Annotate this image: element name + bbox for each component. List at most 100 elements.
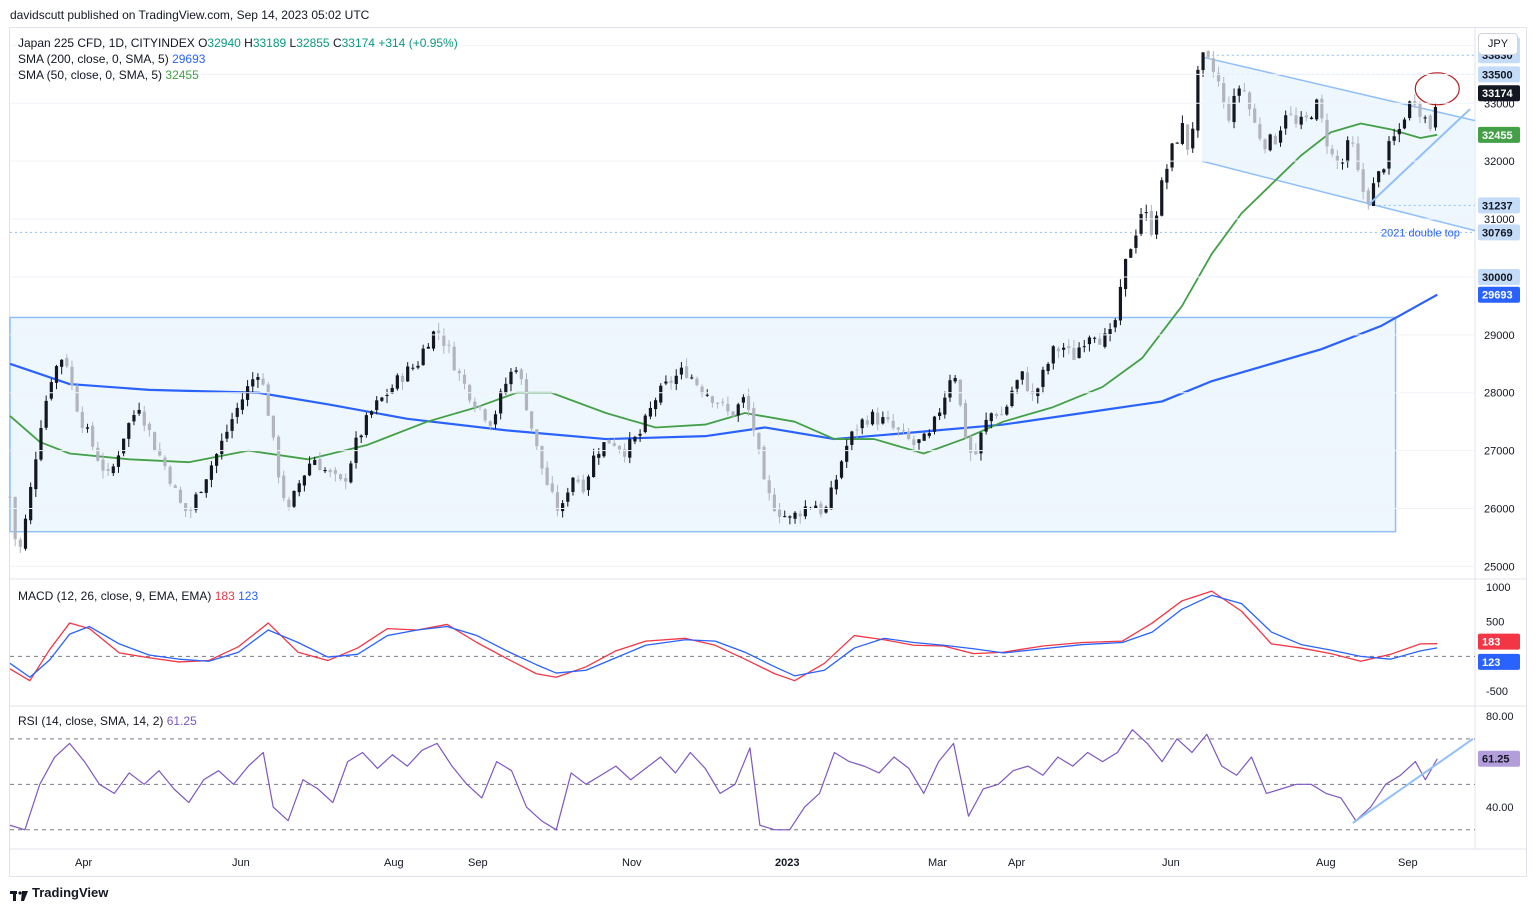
candle-body-211	[1098, 338, 1102, 345]
candle-body-63	[333, 470, 337, 474]
candle-body-253	[1315, 99, 1319, 120]
candle-body-138	[721, 401, 725, 403]
time-tick-6-Mar: Mar	[928, 857, 947, 869]
candle-body-154	[803, 506, 807, 517]
candle-body-151	[788, 516, 792, 518]
candle-body-32	[173, 485, 177, 488]
candle-body-26	[142, 411, 146, 426]
candle-body-271	[1408, 101, 1412, 119]
candle-body-193	[1005, 406, 1009, 415]
candle-body-263	[1366, 190, 1370, 205]
candle-body-120	[628, 439, 632, 458]
candle-body-59	[313, 459, 317, 465]
candle-body-73	[385, 395, 389, 397]
candle-body-31	[168, 466, 172, 484]
candle-body-13	[75, 386, 79, 412]
candle-body-92	[483, 409, 487, 421]
candle-body-178	[927, 433, 931, 436]
candle-body-274	[1423, 117, 1427, 119]
high-value: 33189	[252, 36, 287, 50]
candle-body-210	[1092, 337, 1097, 339]
candle-body-28	[153, 432, 157, 451]
candle-body-153	[798, 513, 802, 517]
candle-body-143	[746, 396, 751, 410]
currency-button[interactable]: JPY	[1478, 33, 1518, 55]
highlight-circle	[1414, 72, 1460, 106]
candle-body-43	[230, 419, 234, 431]
rsi-trendline	[1352, 738, 1474, 824]
candle-body-29	[158, 449, 162, 456]
candle-body-84	[442, 335, 446, 346]
candle-body-270	[1402, 119, 1407, 129]
candle-body-204	[1062, 347, 1066, 350]
candle-body-91	[478, 405, 482, 408]
macd-legend: MACD (12, 26, close, 9, EMA, EMA) 183 12…	[18, 588, 258, 604]
sma50-value: 32455	[165, 68, 199, 82]
channel-upper-line	[1201, 56, 1476, 122]
open-value: 32940	[207, 36, 241, 50]
candle-body-196	[1020, 371, 1024, 380]
candle-body-19	[106, 469, 110, 471]
candle-body-152	[793, 512, 797, 519]
candle-body-166	[865, 420, 869, 425]
time-tick-0-Apr: Apr	[75, 857, 92, 869]
candle-body-177	[922, 433, 926, 441]
candle-body-68	[359, 435, 363, 438]
candle-body-129	[674, 375, 678, 384]
candle-body-260	[1351, 142, 1355, 144]
candle-body-128	[669, 380, 673, 384]
rsi-value-tag: 61.25	[1482, 754, 1510, 766]
rsi-label: RSI (14, close, SMA, 14, 2)	[18, 714, 164, 728]
candle-body-147	[767, 480, 771, 494]
candle-body-236	[1227, 102, 1231, 121]
candle-body-34	[184, 503, 188, 511]
candle-body-127	[664, 381, 668, 384]
candle-body-265	[1377, 171, 1381, 183]
candle-body-148	[772, 494, 776, 512]
candle-body-188	[979, 432, 983, 454]
candle-body-80	[421, 348, 425, 366]
candle-body-187	[974, 450, 978, 455]
candle-body-176	[917, 439, 921, 444]
candle-body-141	[736, 404, 740, 416]
candle-body-123	[643, 415, 647, 433]
candle-body-87	[457, 370, 461, 374]
candle-body-219	[1139, 214, 1143, 234]
sma200-legend: SMA (200, close, 0, SMA, 5) 29693	[18, 51, 205, 67]
candle-body-93	[488, 421, 492, 426]
candle-body-195	[1015, 380, 1019, 389]
candle-body-203	[1056, 348, 1061, 352]
candle-body-37	[199, 491, 203, 493]
candle-body-267	[1387, 141, 1391, 169]
candle-body-136	[710, 396, 715, 403]
candle-body-9	[54, 366, 59, 383]
candle-body-239	[1242, 90, 1246, 92]
candle-body-14	[80, 411, 84, 428]
signal-value: 123	[238, 589, 259, 603]
candle-body-25	[137, 409, 141, 414]
candle-body-23	[127, 423, 131, 439]
candle-body-160	[834, 479, 838, 490]
candle-body-163	[850, 431, 854, 445]
candle-body-55	[292, 491, 296, 507]
rsi-legend: RSI (14, close, SMA, 14, 2) 61.25	[18, 713, 197, 729]
price-tick-33000: 33000	[1484, 98, 1515, 110]
footer-brand: TradingView	[10, 885, 108, 901]
candle-body-264	[1371, 183, 1376, 206]
candle-body-103	[540, 445, 544, 469]
candle-body-0	[8, 496, 12, 498]
candle-body-262	[1361, 169, 1365, 192]
candle-body-200	[1041, 369, 1045, 387]
candle-body-240	[1247, 92, 1252, 110]
candle-body-7	[44, 400, 48, 428]
level-tag-30769-bg	[1478, 224, 1520, 241]
tradingview-logo-icon	[10, 889, 28, 901]
low-value: 32855	[296, 36, 330, 50]
candle-body-110	[576, 479, 580, 482]
candle-body-246	[1278, 130, 1283, 143]
candle-body-58	[307, 463, 312, 476]
candle-body-95	[499, 391, 503, 414]
time-tick-1-Jun: Jun	[232, 857, 250, 869]
candle-body-52	[276, 436, 281, 478]
